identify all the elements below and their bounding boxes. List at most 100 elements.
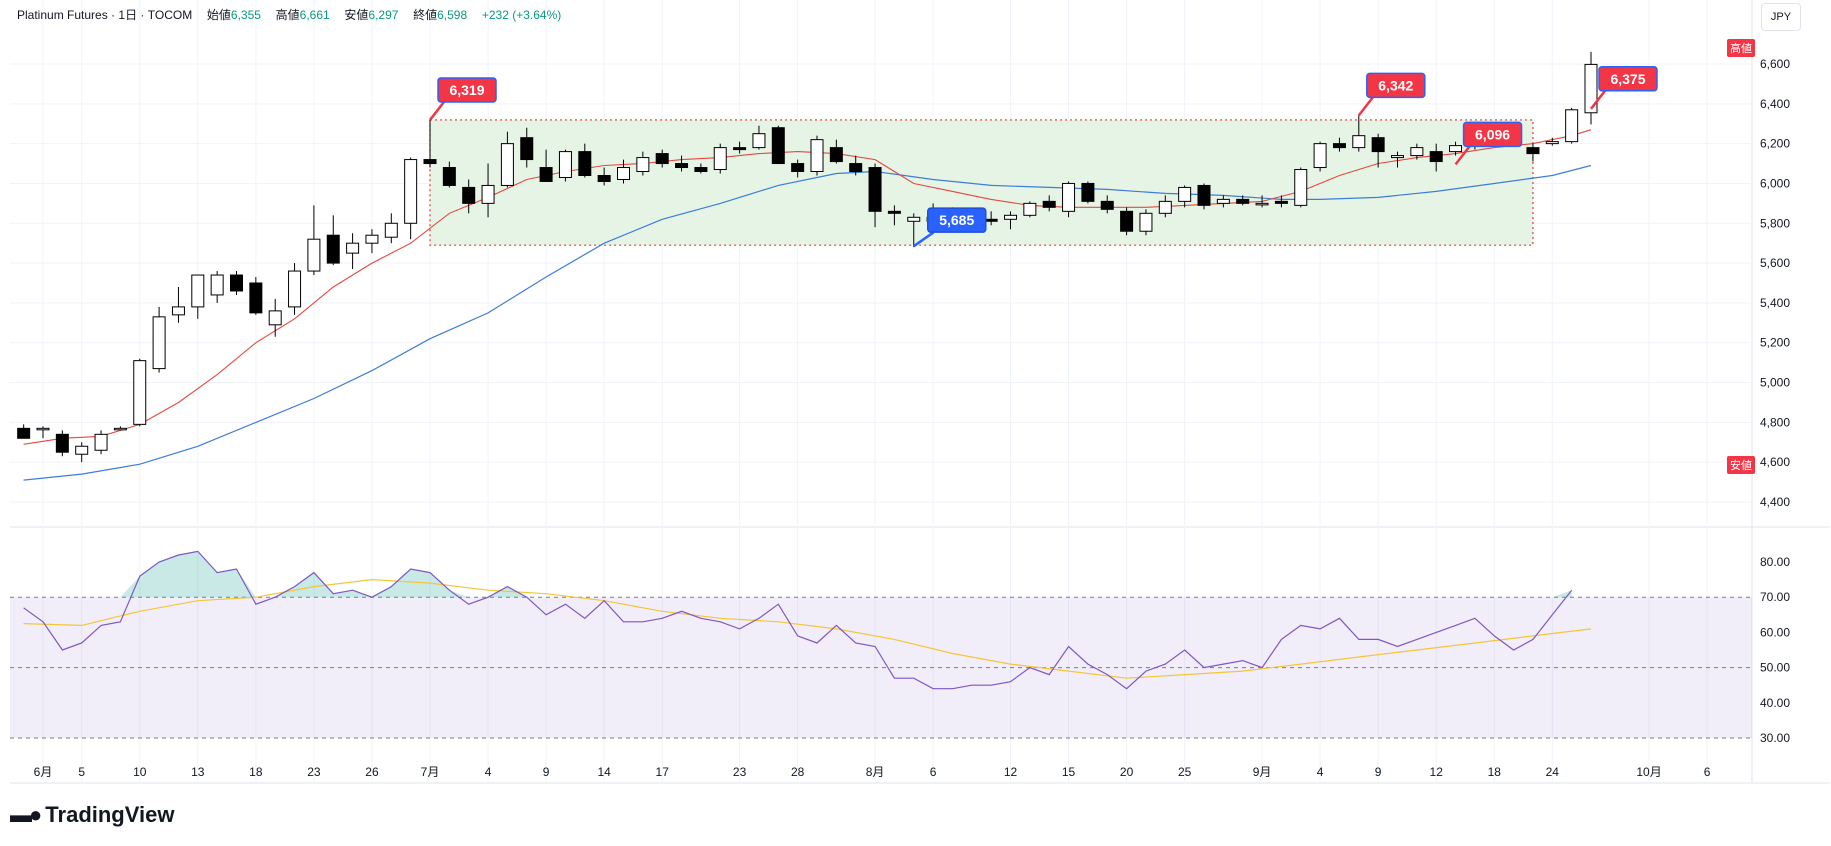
- callout-pointer: [913, 231, 935, 248]
- candle-down: [326, 215, 340, 266]
- candle-body: [210, 274, 224, 296]
- candle-up: [752, 125, 766, 150]
- candle-body: [1216, 198, 1230, 204]
- time-tick-label: 6: [930, 765, 937, 779]
- candle-body: [1449, 145, 1463, 153]
- candle-body: [1042, 200, 1056, 208]
- time-tick-label: 5: [78, 765, 85, 779]
- candle-down: [442, 161, 456, 188]
- symbol-name: Platinum Futures: [17, 8, 108, 22]
- candle-body: [771, 127, 785, 165]
- candle-body: [636, 157, 650, 173]
- candle-down: [868, 163, 882, 228]
- candle-up: [1139, 209, 1153, 236]
- candle-body: [1565, 109, 1579, 143]
- rsi-tick-label: 60.00: [1760, 625, 1790, 639]
- rsi-tick-label: 30.00: [1760, 731, 1790, 745]
- candle-body: [1004, 214, 1017, 220]
- callout-pointer: [1454, 145, 1471, 166]
- high-label: 高値: [275, 8, 300, 22]
- candle-up: [133, 358, 147, 427]
- sma-long-line: [23, 164, 1592, 481]
- candle-body: [1332, 143, 1346, 149]
- price-tick-label: 5,800: [1760, 216, 1790, 230]
- candle-body: [249, 282, 263, 314]
- callout-pointer: [1590, 90, 1606, 110]
- price-tick-label: 4,400: [1760, 495, 1790, 509]
- price-tick-label: 4,800: [1760, 415, 1790, 429]
- candle-down: [849, 155, 863, 176]
- candle-body: [230, 274, 243, 292]
- candle-body: [307, 238, 321, 272]
- candle-body: [1371, 137, 1385, 153]
- time-tick-label: 18: [1488, 765, 1502, 779]
- candle-body: [113, 427, 127, 431]
- price-tick-label: 5,400: [1760, 296, 1790, 310]
- candle-body: [384, 222, 398, 238]
- time-tick-label: 4: [485, 765, 492, 779]
- candle-body: [462, 186, 476, 204]
- rsi-tick-label: 50.00: [1760, 661, 1790, 675]
- high-price-tag: 高値: [1727, 39, 1755, 57]
- candle-down: [249, 277, 263, 315]
- price-tick-label: 6,000: [1760, 176, 1790, 190]
- candle-body: [597, 174, 611, 182]
- change-value: +232 (+3.64%): [481, 8, 562, 22]
- candle-body: [365, 234, 379, 244]
- candle-body: [1158, 200, 1172, 214]
- callout-pointer: [429, 101, 445, 121]
- callout-label: 5,685: [939, 212, 974, 228]
- candle-body: [752, 133, 766, 149]
- time-tick-label: 12: [1004, 765, 1018, 779]
- candle-down: [655, 149, 669, 168]
- candle-body: [1255, 202, 1269, 206]
- callout-box: [437, 77, 497, 103]
- candle-up: [1584, 51, 1598, 125]
- price-tick-label: 6,400: [1760, 97, 1790, 111]
- rsi-overbought-fill: [23, 551, 1572, 598]
- time-tick-label: 23: [307, 765, 321, 779]
- candle-down: [578, 143, 592, 178]
- candle-body: [1081, 182, 1095, 202]
- candle-up: [1178, 185, 1192, 208]
- candle-up: [558, 149, 572, 182]
- candles: [17, 51, 1598, 463]
- candle-body: [1391, 155, 1404, 159]
- candle-body: [694, 167, 708, 173]
- candle-body: [423, 159, 437, 165]
- price-callout: 6,096: [1454, 121, 1523, 166]
- price-tick-label: 6,600: [1760, 57, 1790, 71]
- candle-up: [1216, 195, 1230, 208]
- price-callout: 5,685: [913, 207, 987, 248]
- price-tick-label: 5,200: [1760, 336, 1790, 350]
- time-tick-label: 4: [1317, 765, 1324, 779]
- price-tick-label: 5,600: [1760, 256, 1790, 270]
- candle-up: [1255, 195, 1269, 208]
- candle-body: [442, 167, 456, 186]
- candle-up: [481, 163, 495, 218]
- candle-up: [1294, 167, 1308, 208]
- rsi-tick-label: 80.00: [1760, 555, 1790, 569]
- time-tick-label: 13: [191, 765, 205, 779]
- candle-up: [636, 151, 650, 176]
- candle-body: [578, 151, 592, 176]
- candle-up: [500, 131, 514, 188]
- candle-down: [829, 139, 843, 164]
- candle-up: [1004, 211, 1017, 230]
- candle-up: [713, 143, 727, 174]
- candle-down: [887, 205, 901, 226]
- price-tick-label: 6,200: [1760, 137, 1790, 151]
- candle-body: [152, 316, 166, 370]
- candle-up: [1023, 201, 1037, 218]
- tradingview-logo[interactable]: ▬● TradingView: [10, 802, 174, 828]
- candle-up: [1565, 107, 1579, 144]
- exchange: TOCOM: [147, 8, 193, 22]
- symbol-legend[interactable]: Platinum Futures · 1日 · TOCOM 始値6,355 高値…: [17, 8, 562, 22]
- candle-up: [384, 213, 398, 244]
- time-tick-label: 26: [365, 765, 379, 779]
- candle-body: [713, 147, 727, 171]
- candle-up: [268, 298, 282, 337]
- currency-button[interactable]: JPY: [1761, 3, 1801, 31]
- candle-up: [810, 135, 824, 176]
